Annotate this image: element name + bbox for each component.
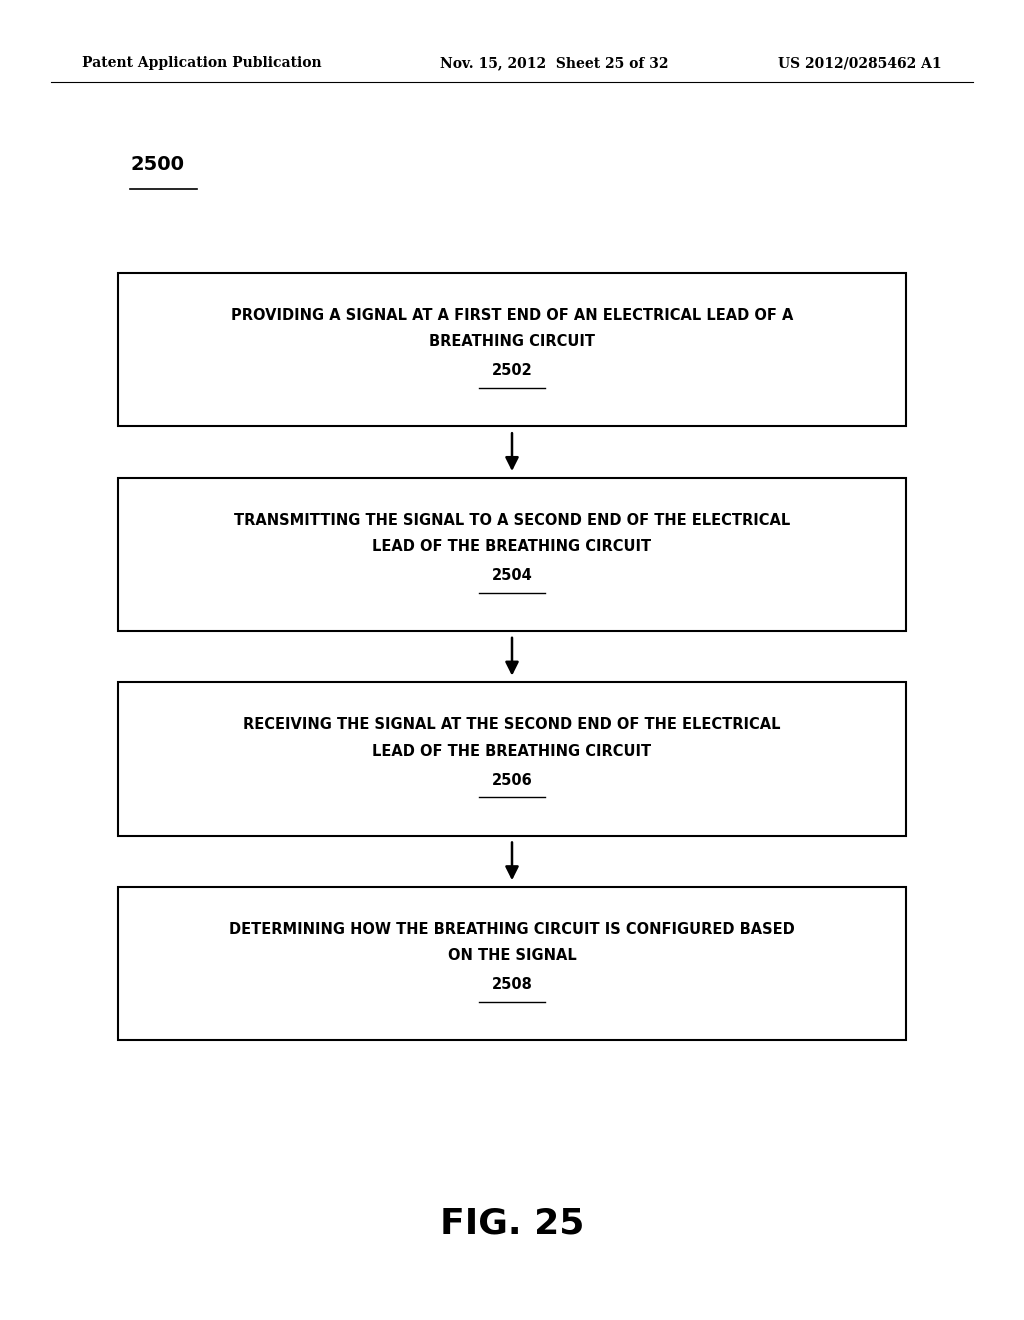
- Text: BREATHING CIRCUIT: BREATHING CIRCUIT: [429, 334, 595, 350]
- Text: LEAD OF THE BREATHING CIRCUIT: LEAD OF THE BREATHING CIRCUIT: [373, 743, 651, 759]
- Text: US 2012/0285462 A1: US 2012/0285462 A1: [778, 57, 942, 70]
- Text: RECEIVING THE SIGNAL AT THE SECOND END OF THE ELECTRICAL: RECEIVING THE SIGNAL AT THE SECOND END O…: [244, 717, 780, 733]
- Text: Patent Application Publication: Patent Application Publication: [82, 57, 322, 70]
- Text: PROVIDING A SIGNAL AT A FIRST END OF AN ELECTRICAL LEAD OF A: PROVIDING A SIGNAL AT A FIRST END OF AN …: [230, 308, 794, 323]
- Text: ON THE SIGNAL: ON THE SIGNAL: [447, 948, 577, 964]
- Text: Nov. 15, 2012  Sheet 25 of 32: Nov. 15, 2012 Sheet 25 of 32: [440, 57, 669, 70]
- Text: 2506: 2506: [492, 772, 532, 788]
- Text: 2504: 2504: [492, 568, 532, 583]
- Bar: [118, 273, 906, 426]
- Text: FIG. 25: FIG. 25: [440, 1206, 584, 1241]
- Text: 2500: 2500: [130, 156, 184, 174]
- Text: 2508: 2508: [492, 977, 532, 993]
- Text: TRANSMITTING THE SIGNAL TO A SECOND END OF THE ELECTRICAL: TRANSMITTING THE SIGNAL TO A SECOND END …: [233, 512, 791, 528]
- Text: LEAD OF THE BREATHING CIRCUIT: LEAD OF THE BREATHING CIRCUIT: [373, 539, 651, 554]
- Bar: [118, 887, 906, 1040]
- Text: 2502: 2502: [492, 363, 532, 379]
- Text: DETERMINING HOW THE BREATHING CIRCUIT IS CONFIGURED BASED: DETERMINING HOW THE BREATHING CIRCUIT IS…: [229, 921, 795, 937]
- Bar: [118, 682, 906, 836]
- Bar: [118, 478, 906, 631]
